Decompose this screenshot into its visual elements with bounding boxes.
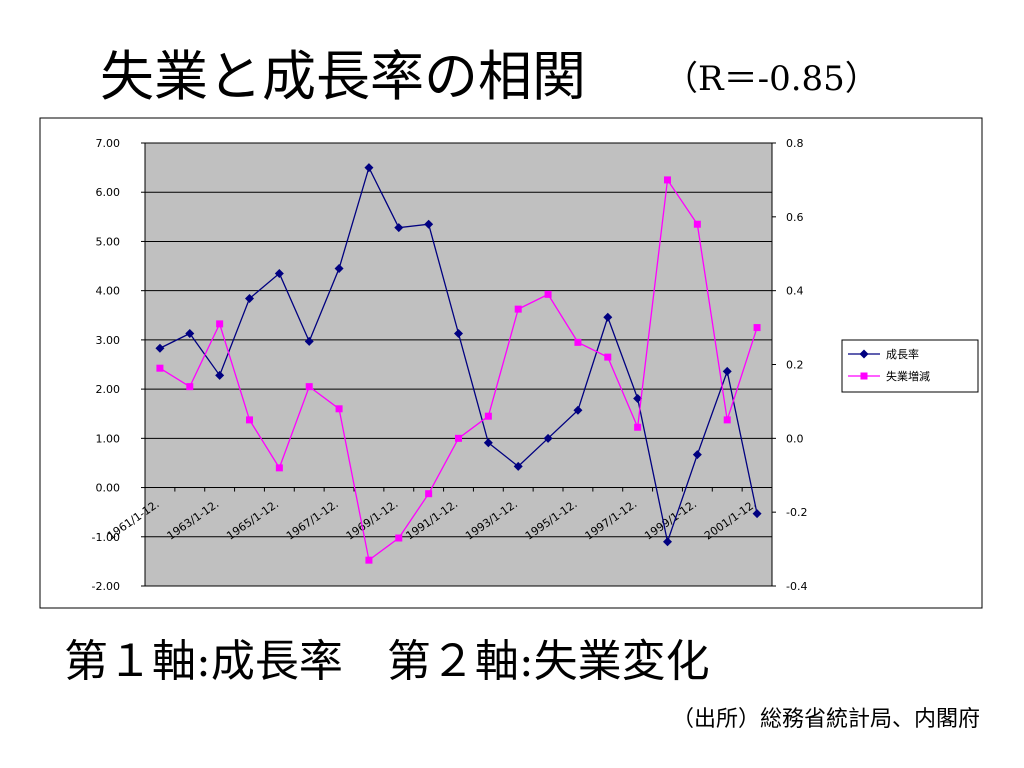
point: [573, 405, 583, 415]
point: [664, 176, 671, 184]
point: [634, 423, 642, 431]
point: [364, 163, 374, 173]
point: [395, 534, 403, 542]
point: [185, 328, 195, 338]
title: 失業と成長率の相関: [100, 45, 586, 108]
legend-marker: [859, 349, 869, 359]
point: [543, 433, 553, 443]
legend-box: [841, 339, 979, 393]
y-tick-label: -1.00: [92, 531, 120, 544]
y2-tick-label: 0.4: [786, 285, 804, 298]
point: [722, 366, 732, 376]
point: [723, 416, 731, 424]
point: [483, 438, 493, 448]
point: [603, 312, 613, 322]
point: [424, 219, 434, 229]
point: [275, 464, 283, 472]
point: [753, 324, 761, 332]
source: （出所）総務省統計局、内閣府: [672, 707, 980, 732]
y2-tick-label: 0.8: [786, 137, 804, 150]
point: [335, 405, 343, 413]
point: [574, 338, 582, 346]
legend-marker: [860, 372, 868, 380]
point: [156, 364, 164, 372]
point: [305, 383, 313, 391]
point: [484, 412, 492, 420]
point: [425, 490, 433, 498]
point: [663, 537, 672, 547]
y-tick-label: 3.00: [96, 334, 121, 347]
point: [365, 556, 373, 564]
point: [274, 268, 284, 278]
point: [692, 450, 702, 460]
point: [455, 434, 462, 442]
point: [186, 383, 194, 391]
y2-tick-label: 0.2: [786, 359, 804, 372]
plot-area: [144, 142, 773, 587]
y-tick-label: -2.00: [92, 580, 120, 593]
y-tick-label: 6.00: [96, 186, 121, 199]
y2-tick-label: 0.6: [786, 211, 804, 224]
legend-label: 失業増減: [886, 369, 930, 383]
point: [454, 328, 463, 338]
legend-label: 成長率: [886, 347, 919, 361]
y-tick-label: 4.00: [96, 285, 121, 298]
y2-tick-label: -0.4: [786, 580, 807, 593]
point: [544, 290, 552, 298]
point: [693, 220, 701, 228]
point: [155, 343, 165, 353]
y-tick-label: 2.00: [96, 383, 121, 396]
point: [216, 320, 224, 328]
point: [513, 461, 523, 471]
point: [633, 393, 643, 403]
caption: 第１軸:成長率 第２軸:失業変化: [64, 636, 710, 687]
point: [246, 416, 253, 424]
point: [215, 370, 225, 380]
y-tick-label: 7.00: [96, 137, 121, 150]
y-tick-label: 0.00: [96, 482, 121, 495]
point: [752, 509, 762, 519]
point: [245, 294, 254, 304]
point: [334, 264, 344, 274]
point: [394, 223, 404, 233]
point: [304, 336, 314, 346]
subtitle: （R＝-0.85）: [664, 59, 879, 99]
y2-tick-label: -0.2: [786, 506, 807, 519]
point: [514, 305, 522, 313]
y-tick-label: 1.00: [96, 432, 121, 445]
y-tick-label: 5.00: [96, 235, 121, 248]
point: [604, 353, 612, 361]
y2-tick-label: 0.0: [786, 432, 804, 445]
